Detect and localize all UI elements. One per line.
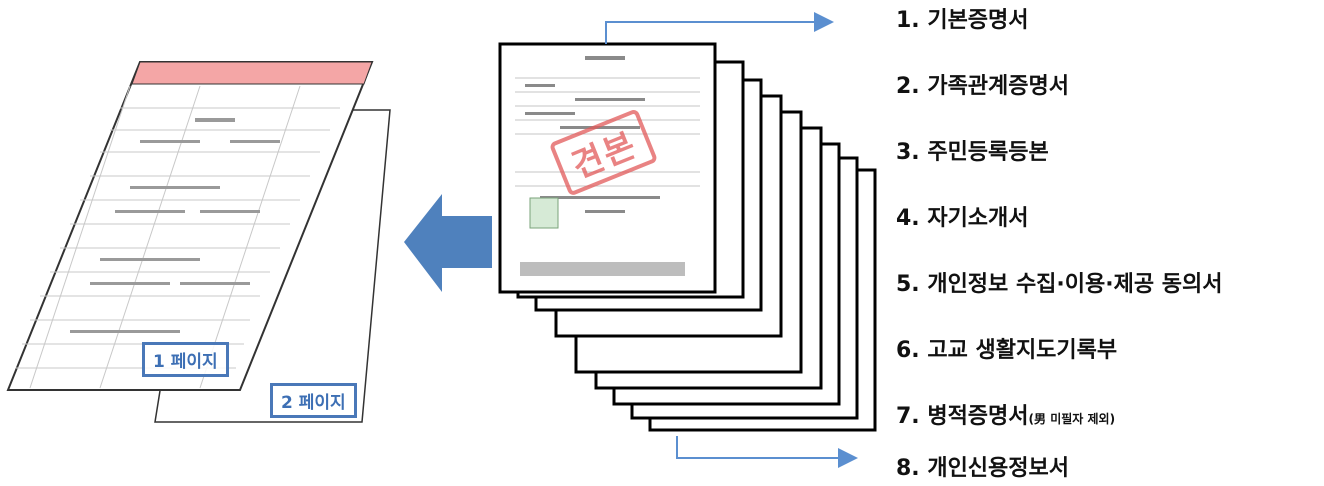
pad-front-page — [6, 61, 374, 391]
page-1-badge: 1 페이지 — [142, 342, 229, 377]
barcode-strip — [520, 262, 685, 276]
doc-label-7: 7. 병적증명서(男 미필자 제외) — [896, 404, 1116, 429]
pad-header-band — [131, 61, 373, 85]
page-2-badge: 2 페이지 — [270, 383, 357, 418]
connector-bottom — [676, 436, 858, 468]
doc-label-6: 6. 고교 생활지도기록부 — [896, 338, 1118, 363]
doc-label-7-note: (男 미필자 제외) — [1028, 412, 1116, 426]
doc-label-4: 4. 자기소개서 — [896, 206, 1029, 231]
doc-label-8: 8. 개인신용정보서 — [896, 456, 1070, 481]
big-left-arrow — [404, 194, 492, 292]
doc-label-5: 5. 개인정보 수집·이용·제공 동의서 — [896, 272, 1223, 297]
doc-label-3: 3. 주민등록등본 — [896, 140, 1049, 165]
doc-label-1: 1. 기본증명서 — [896, 8, 1029, 33]
connector-top — [605, 12, 834, 44]
document-stack — [498, 42, 877, 432]
doc-label-2: 2. 가족관계증명서 — [896, 74, 1070, 99]
form-lines — [16, 85, 340, 389]
form-text-marks — [70, 118, 280, 333]
seal-icon — [529, 197, 559, 229]
